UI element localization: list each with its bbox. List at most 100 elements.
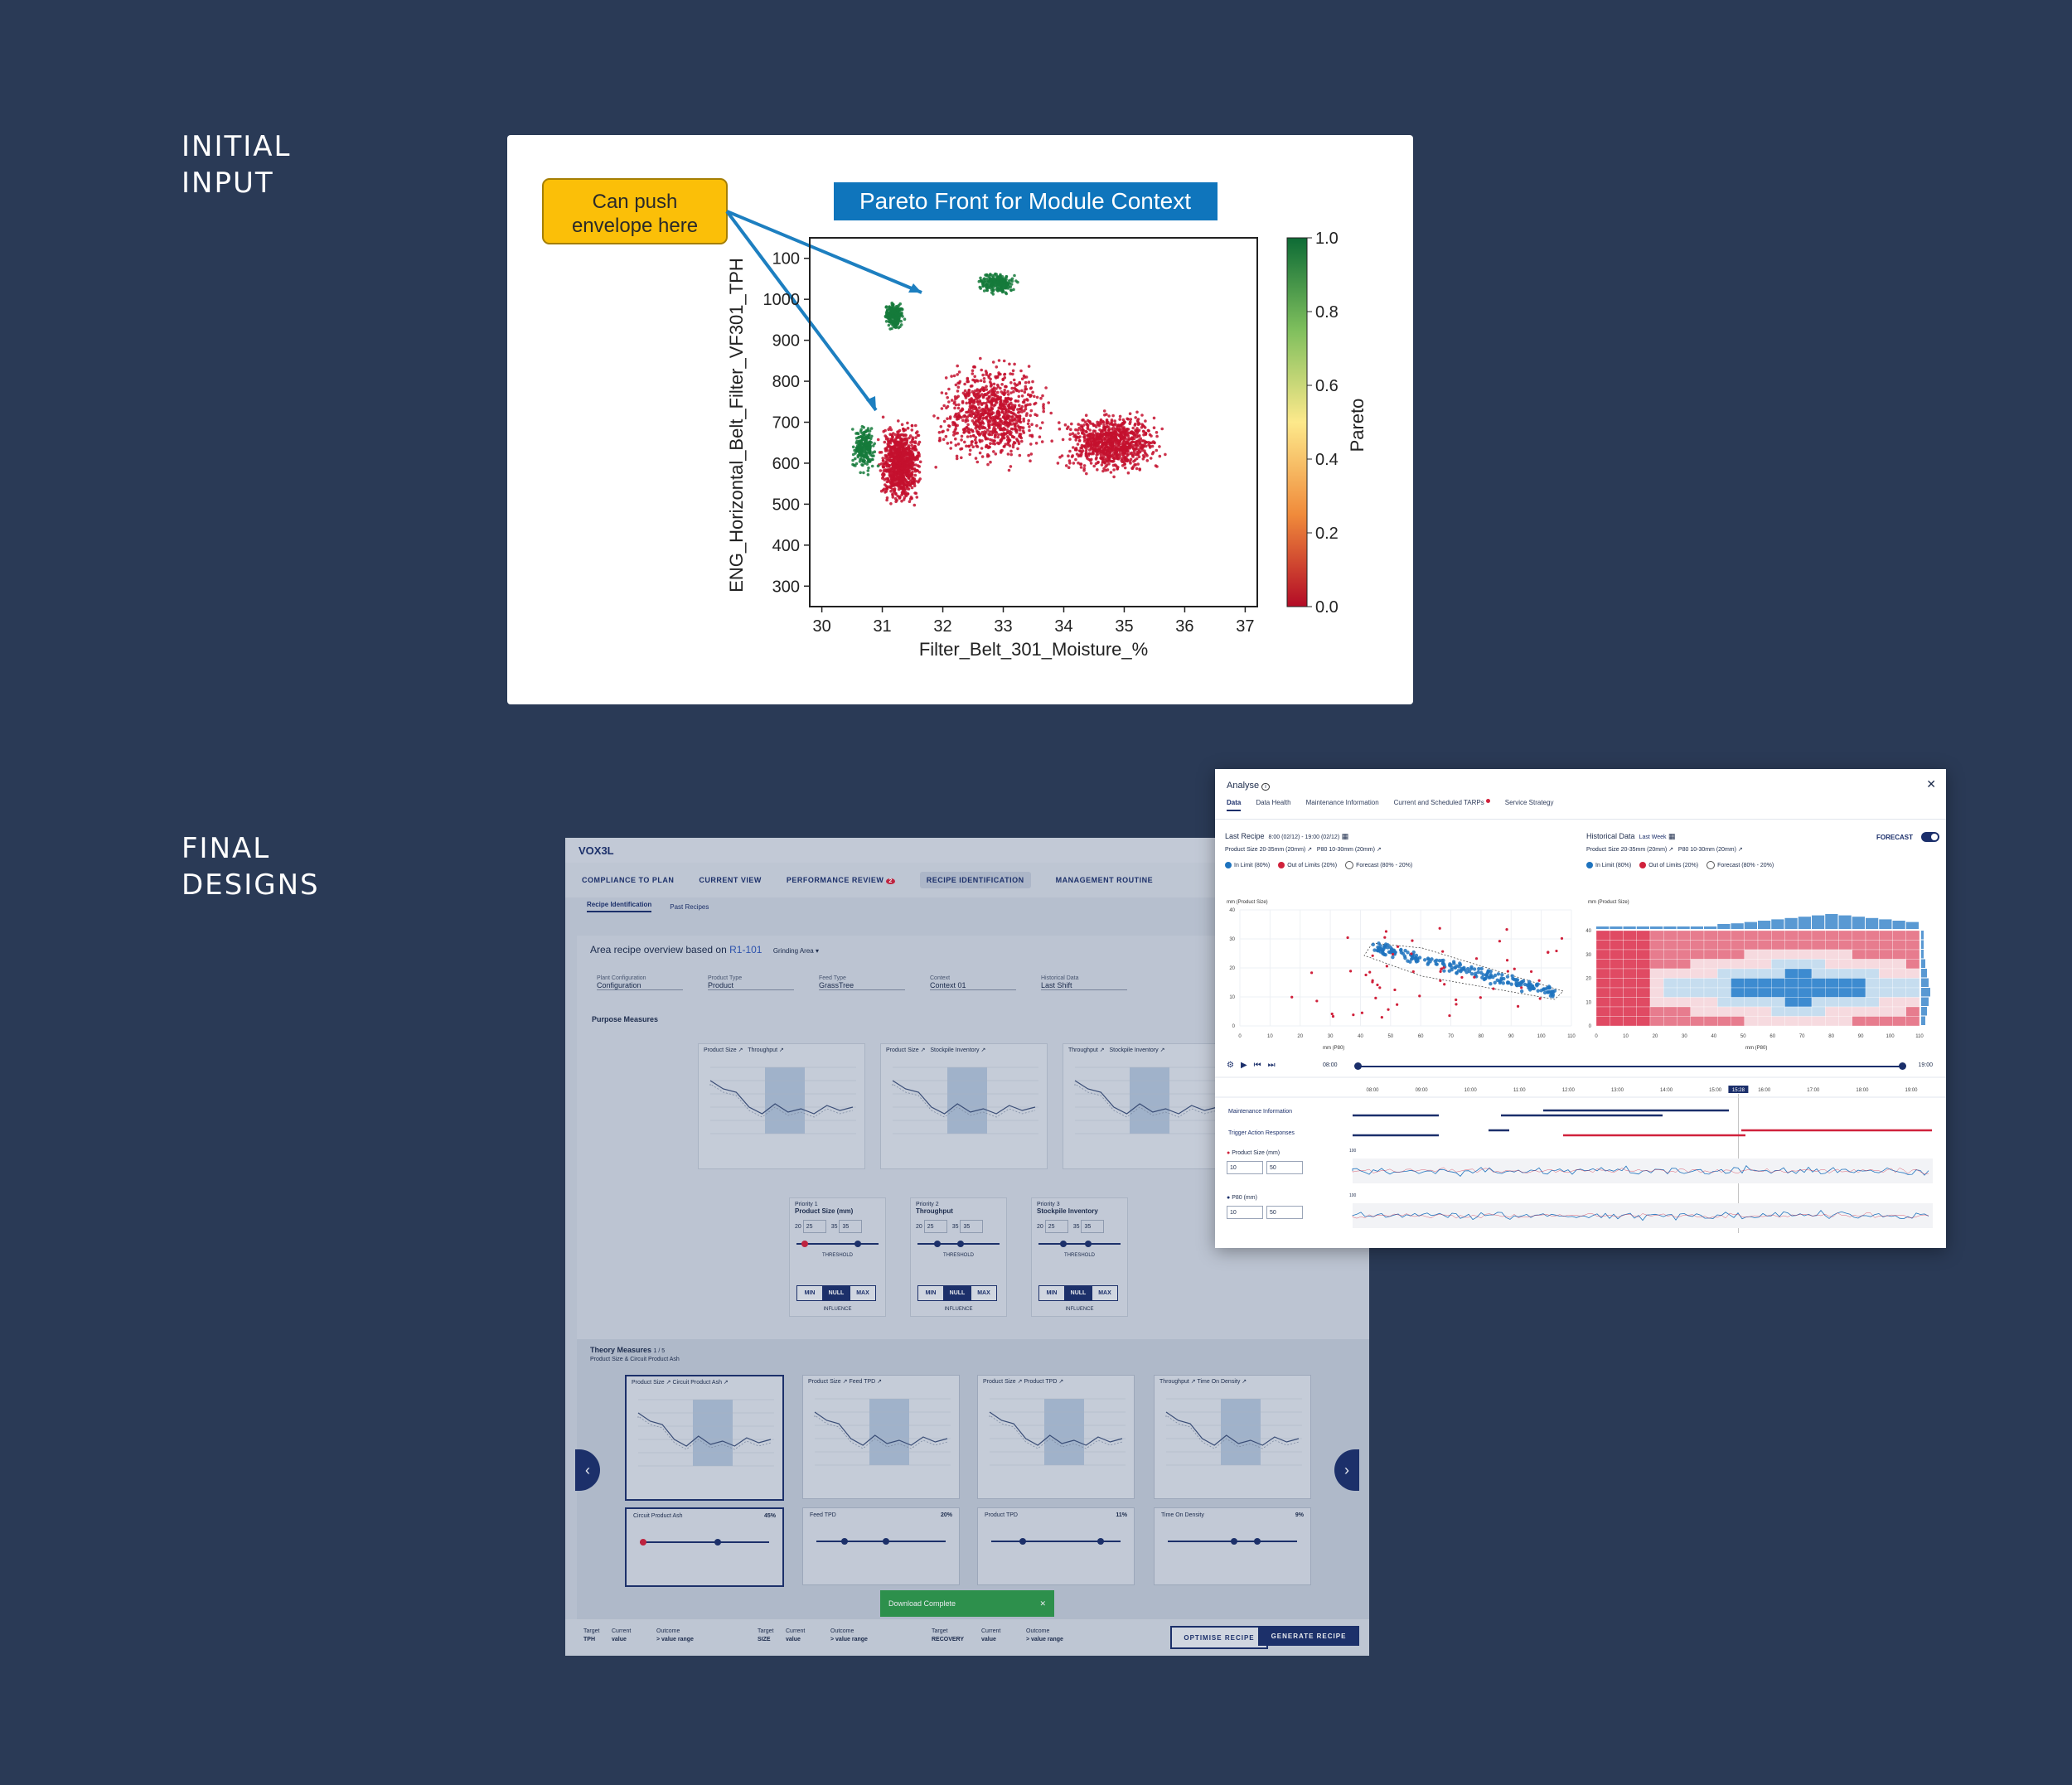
tab-data-health[interactable]: Data Health: [1256, 799, 1291, 806]
slider-handle[interactable]: [1019, 1538, 1026, 1545]
nav-performance-review[interactable]: PERFORMANCE REVIEW 2: [787, 876, 895, 884]
data-point: [1121, 451, 1126, 454]
theory-card[interactable]: Product Size ↗ Circuit Product Ash ↗: [625, 1375, 784, 1501]
area-select[interactable]: Grinding Area ▾: [772, 947, 819, 955]
skip-back-icon[interactable]: ⏮: [1253, 1061, 1261, 1070]
slider-handle[interactable]: [854, 1241, 861, 1247]
calendar-icon[interactable]: ▦: [1668, 832, 1676, 840]
size-filter[interactable]: P80 10-30mm (20mm): [1316, 847, 1375, 853]
calendar-icon[interactable]: ▦: [1341, 832, 1349, 840]
slider-handle[interactable]: [1097, 1538, 1104, 1545]
data-point: [1094, 425, 1098, 428]
filter-feed-type[interactable]: Feed Type GrassTree: [819, 975, 905, 990]
slider-track[interactable]: [991, 1538, 1121, 1545]
slider-handle[interactable]: [714, 1539, 721, 1546]
influence-max[interactable]: MAX: [1092, 1285, 1118, 1301]
size-filter[interactable]: P80 10-30mm (20mm): [1677, 847, 1736, 853]
slider-handle[interactable]: [883, 1538, 889, 1545]
filter-historical-data[interactable]: Historical Data Last Shift: [1041, 975, 1127, 990]
close-icon[interactable]: ✕: [1926, 777, 1936, 791]
slider-handle[interactable]: [640, 1539, 646, 1546]
nav-current-view[interactable]: CURRENT VIEW: [699, 876, 762, 884]
marginal-bar: [1921, 931, 1924, 940]
influence-null[interactable]: NULL: [1065, 1285, 1092, 1301]
slider-track[interactable]: [1168, 1538, 1297, 1545]
tab-tarps[interactable]: Current and Scheduled TARPs: [1394, 799, 1490, 811]
data-point: [986, 409, 990, 412]
toggle-switch[interactable]: [1921, 832, 1939, 842]
influence-max[interactable]: MAX: [971, 1285, 997, 1301]
slider-handle[interactable]: [1231, 1538, 1237, 1545]
generate-recipe-button[interactable]: GENERATE RECIPE: [1258, 1626, 1359, 1646]
range-hi-input[interactable]: 35: [839, 1220, 863, 1233]
range-lo-input[interactable]: 25: [802, 1220, 826, 1233]
purpose-card[interactable]: Throughput ↗ Stockpile Inventory ↗: [1063, 1043, 1230, 1169]
slider-handle[interactable]: [841, 1538, 848, 1545]
size-filter[interactable]: Product Size 20-35mm (20mm): [1586, 847, 1668, 853]
influence-min[interactable]: MIN: [917, 1285, 944, 1301]
range-hi-input[interactable]: 35: [1081, 1220, 1105, 1233]
subtab-past-recipes[interactable]: Past Recipes: [670, 902, 709, 911]
theory-card[interactable]: Throughput ↗ Time On Density ↗: [1154, 1375, 1311, 1499]
range-lo-input[interactable]: 25: [1044, 1220, 1068, 1233]
threshold-slider[interactable]: [917, 1241, 1000, 1247]
data-point: [999, 417, 1002, 421]
slider-card[interactable]: Time On Density 9%: [1154, 1507, 1311, 1585]
slider-handle[interactable]: [1060, 1241, 1067, 1247]
purpose-card[interactable]: Product Size ↗ Stockpile Inventory ↗: [880, 1043, 1048, 1169]
threshold-slider[interactable]: [796, 1241, 879, 1247]
historical-range[interactable]: Last Week: [1639, 834, 1667, 840]
slider-track[interactable]: [640, 1539, 769, 1546]
optimise-recipe-button[interactable]: OPTIMISE RECIPE: [1170, 1626, 1268, 1649]
slider-card[interactable]: Product TPD 11%: [977, 1507, 1135, 1585]
theory-card[interactable]: Product Size ↗ Feed TPD ↗: [802, 1375, 960, 1499]
slider-handle[interactable]: [1085, 1241, 1092, 1247]
tab-service-strategy[interactable]: Service Strategy: [1504, 799, 1554, 806]
nav-compliance[interactable]: COMPLIANCE TO PLAN: [582, 876, 675, 884]
range-lo-input[interactable]: 25: [923, 1220, 947, 1233]
series-hi-input[interactable]: 50: [1266, 1206, 1303, 1219]
slider-handle[interactable]: [957, 1241, 964, 1247]
influence-min[interactable]: MIN: [796, 1285, 823, 1301]
slider-handle[interactable]: [1354, 1062, 1362, 1070]
slider-track[interactable]: [816, 1538, 946, 1545]
subtab-recipe-identification[interactable]: Recipe Identification: [587, 901, 652, 912]
size-filter[interactable]: Product Size 20-35mm (20mm): [1225, 847, 1306, 853]
heatmap-cell: [1636, 997, 1651, 1008]
influence-null[interactable]: NULL: [944, 1285, 971, 1301]
slider-handle[interactable]: [801, 1241, 808, 1247]
nav-management-routine[interactable]: MANAGEMENT ROUTINE: [1055, 876, 1154, 884]
play-icon[interactable]: ▶: [1240, 1061, 1247, 1070]
info-icon[interactable]: i: [1261, 783, 1270, 791]
skip-forward-icon[interactable]: ⏭: [1267, 1061, 1276, 1070]
close-icon[interactable]: ✕: [1039, 1599, 1046, 1608]
influence-min[interactable]: MIN: [1038, 1285, 1065, 1301]
slider-card[interactable]: Circuit Product Ash 45%: [625, 1507, 784, 1587]
slider-card[interactable]: Feed TPD 20%: [802, 1507, 960, 1585]
time-range-slider[interactable]: [1354, 1062, 1906, 1070]
slider-handle[interactable]: [934, 1241, 941, 1247]
influence-max[interactable]: MAX: [850, 1285, 876, 1301]
settings-icon[interactable]: ⚙: [1227, 1061, 1234, 1070]
slider-handle[interactable]: [1254, 1538, 1261, 1545]
filter-plant-config[interactable]: Plant Configuration Configuration: [597, 975, 683, 990]
range-hi-input[interactable]: 35: [960, 1220, 984, 1233]
series-lo-input[interactable]: 10: [1227, 1161, 1263, 1174]
threshold-label: THRESHOLD: [821, 1253, 853, 1258]
purpose-card[interactable]: Product Size ↗ Throughput ↗: [698, 1043, 865, 1169]
theory-card[interactable]: Product Size ↗ Product TPD ↗: [977, 1375, 1135, 1499]
nav-recipe-identification[interactable]: RECIPE IDENTIFICATION: [919, 872, 1031, 888]
series-hi-input[interactable]: 50: [1266, 1161, 1303, 1174]
area-link[interactable]: R1-101: [729, 944, 762, 955]
filter-context[interactable]: Context Context 01: [930, 975, 1016, 990]
slider-handle[interactable]: [1899, 1062, 1906, 1070]
threshold-slider[interactable]: [1038, 1241, 1121, 1247]
series-lo-input[interactable]: 10: [1227, 1206, 1263, 1219]
marginal-bar: [1663, 926, 1677, 929]
influence-null[interactable]: NULL: [823, 1285, 850, 1301]
initial-input-card: Pareto Front for Module Context Can push…: [507, 135, 1413, 704]
forecast-toggle[interactable]: FORECAST: [1876, 832, 1939, 842]
tab-data[interactable]: Data: [1227, 799, 1242, 811]
tab-maintenance[interactable]: Maintenance Information: [1305, 799, 1379, 806]
filter-product-type[interactable]: Product Type Product: [708, 975, 794, 990]
